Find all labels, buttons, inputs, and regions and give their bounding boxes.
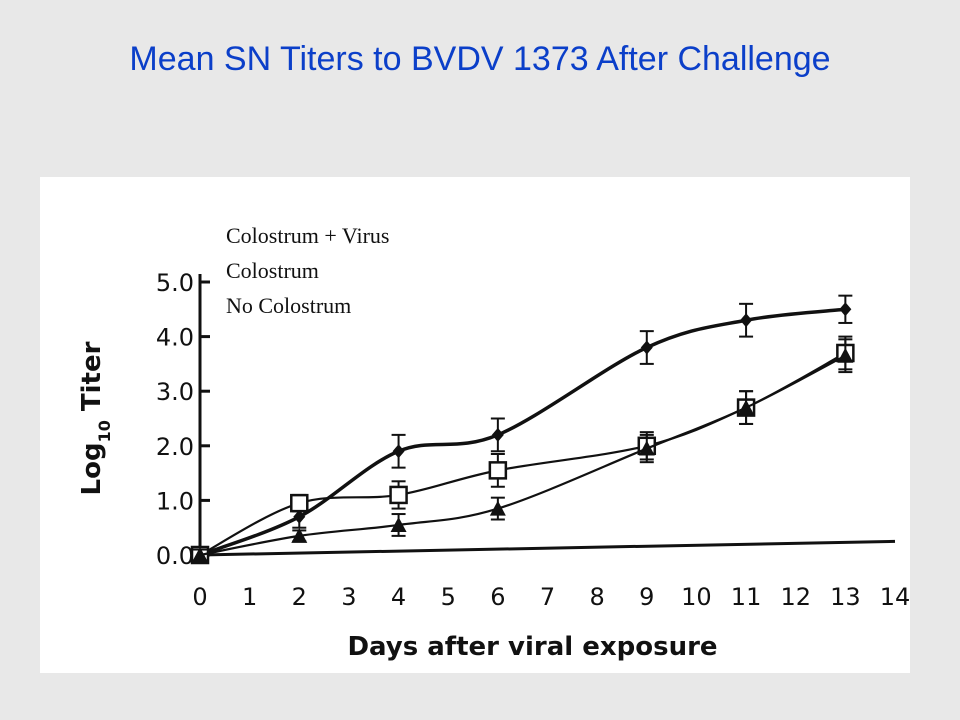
x-tick-label: 9 [639,583,654,611]
x-tick-label: 11 [731,583,762,611]
x-tick-label: 5 [441,583,456,611]
data-point [390,516,407,532]
series-triangle [192,338,854,562]
data-point [640,340,653,355]
y-tick-label: 1.0 [156,487,194,515]
data-point [837,347,854,363]
data-point [291,527,308,543]
y-tick-label: 0.0 [156,542,194,570]
x-tick-label: 2 [292,583,307,611]
data-point [392,444,405,459]
legend-entry: No Colostrum [226,293,351,318]
x-tick-label: 14 [880,583,910,611]
legend-entry: Colostrum [226,258,319,283]
y-axis-title: Log10 Titer [77,341,114,495]
chart-panel: 0.0 1.0 2.0 3.0 4.0 5.0 0 1 2 3 4 5 6 7 8 9 10 11 12 13 14 Da… [40,177,910,673]
x-tick-label: 7 [540,583,555,611]
y-tick-label: 5.0 [156,269,194,297]
y-axis-title-subscript: 10 [95,420,114,442]
data-point [290,493,309,513]
x-tick-label: 0 [192,583,207,611]
y-tick-label: 4.0 [156,324,194,352]
baseline-line [199,539,896,557]
data-point [738,399,755,415]
chart-axes [198,274,896,563]
data-point [740,313,753,328]
x-tick-label: 10 [681,583,712,611]
data-point [839,302,852,317]
x-tick-label: 12 [780,583,811,611]
x-tick-label: 8 [590,583,605,611]
legend-entry: Colostrum + Virus [226,223,389,248]
titer-line-chart: 0.01.02.03.04.05.00 1 2 3 4 5 6 7 8 9 10 11 12 13 14Da… [77,223,910,662]
y-axis-title-tail: Titer [77,341,107,420]
x-tick-label: 6 [490,583,505,611]
x-tick-label: 4 [391,583,406,611]
data-point [491,427,504,442]
y-axis-title-main: Log [77,442,107,495]
series-line [199,354,846,557]
y-tick-label: 3.0 [156,378,194,406]
x-tick-label: 1 [242,583,257,611]
series-square [190,335,855,565]
x-axis-title: Days after viral exposure [347,632,717,662]
x-tick-label: 3 [341,583,356,611]
x-tick-label: 13 [830,583,861,611]
data-point [293,509,306,524]
y-tick-label: 2.0 [156,433,194,461]
slide-title-text: Mean SN Titers to BVDV 1373 After Challe… [129,40,831,78]
data-point [638,440,655,456]
series-diamond [193,294,853,562]
data-point [192,547,208,562]
slide-title: Mean SN Titers to BVDV 1373 After Challe… [80,36,880,82]
chart-legend: Colostrum + Virus Colostrum No Colostrum [226,223,389,318]
series-line [199,352,846,556]
chart-labels: 0.01.02.03.04.05.00 1 2 3 4 5 6 7 8 9 10 11 12 13 14Da… [77,269,910,662]
data-point [389,485,408,505]
data-point [489,500,506,516]
chart-series [190,294,855,565]
data-point [488,461,508,480]
